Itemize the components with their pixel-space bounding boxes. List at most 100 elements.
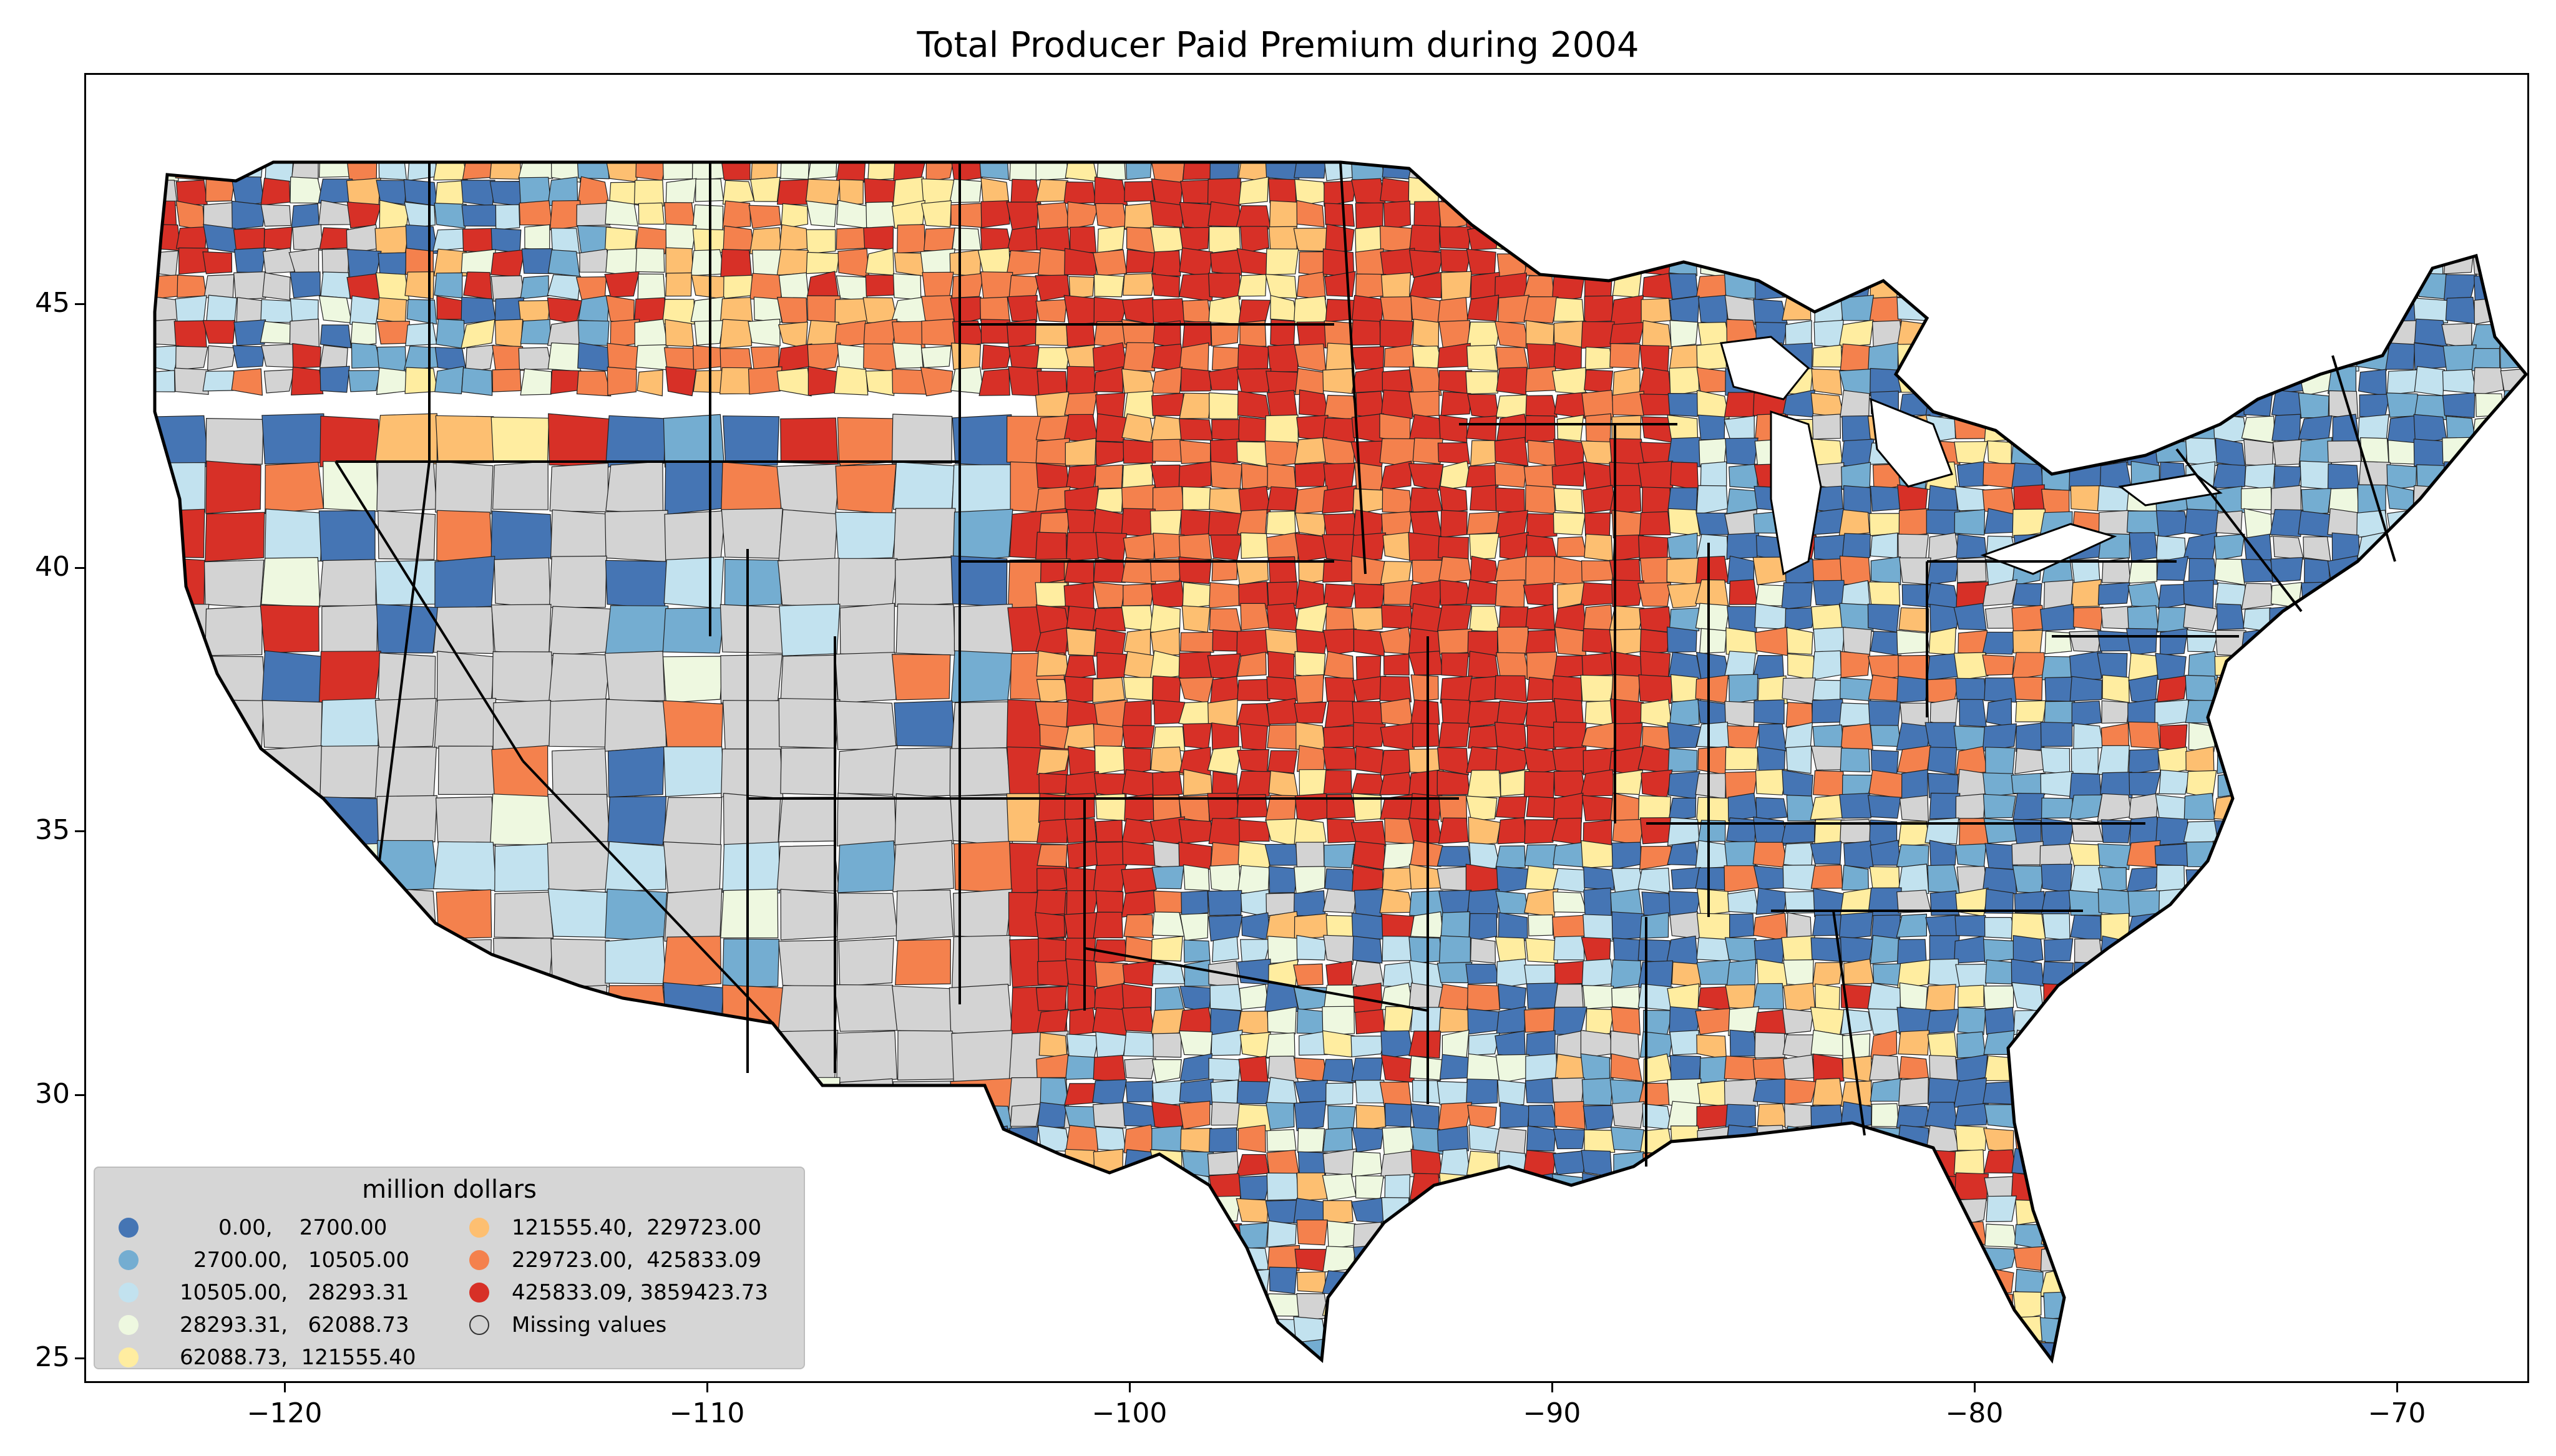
county-polygon [2014,748,2046,775]
y-tick-mark-30 [75,1094,84,1096]
county-polygon [2126,1222,2158,1248]
county-polygon [1096,162,1126,180]
county-polygon [1124,203,1154,229]
county-polygon [864,1268,897,1298]
county-polygon [1410,1246,1444,1272]
county-polygon [1408,817,1443,844]
county-polygon [1898,508,1929,537]
county-polygon [2100,1314,2130,1344]
county-polygon [1211,722,1239,751]
county-polygon [609,182,639,206]
county-polygon [2187,891,2215,915]
county-polygon [203,938,266,988]
county-polygon [1982,342,2015,371]
county-polygon [260,299,295,323]
county-polygon [1295,512,1326,537]
county-polygon [1352,1338,1386,1360]
county-polygon [2445,792,2477,822]
county-polygon [1610,1221,1644,1247]
county-polygon [1526,983,1558,1009]
county-polygon [2127,1151,2162,1174]
county-polygon [1581,653,1614,677]
county-polygon [2154,1079,2190,1107]
county-polygon [1667,582,1702,609]
county-polygon [1037,1009,1069,1035]
county-polygon [1898,1077,1929,1106]
county-polygon [1954,441,1988,465]
county-polygon [318,162,349,178]
county-polygon [1468,1124,1500,1153]
county-polygon [1466,321,1501,349]
county-polygon [1236,1080,1271,1105]
county-polygon [2126,510,2161,536]
county-polygon [1724,701,1756,728]
county-polygon [2356,817,2390,846]
county-polygon [434,697,497,749]
county-polygon [952,227,982,251]
county-polygon [492,369,522,392]
county-polygon [978,1290,1013,1321]
county-polygon [2071,701,2102,727]
county-polygon [2041,1006,2072,1036]
county-polygon [1611,510,1644,538]
county-polygon [461,367,493,396]
county-polygon [2125,628,2157,656]
county-polygon [978,1174,1012,1203]
county-polygon [1268,226,1297,250]
county-polygon [1612,391,1644,416]
county-polygon [2216,1127,2244,1152]
county-polygon [2416,816,2447,845]
county-polygon [2041,863,2072,894]
county-polygon [2415,769,2448,798]
county-polygon [2214,1198,2246,1226]
county-polygon [2069,296,2103,323]
county-polygon [1239,319,1267,347]
y-tick-mark-40 [75,567,84,569]
county-polygon [1007,294,1038,323]
county-polygon [1958,984,1984,1008]
county-polygon [1839,1176,1873,1200]
county-polygon [953,1363,982,1381]
county-polygon [891,654,951,701]
county-polygon [1036,679,1071,704]
county-polygon [2442,1078,2475,1108]
county-polygon [690,249,726,276]
county-polygon [2300,460,2333,490]
county-polygon [549,462,609,513]
county-polygon [1066,890,1100,916]
county-polygon [2070,915,2102,941]
county-polygon [719,604,784,654]
county-polygon [1784,1220,1816,1248]
county-polygon [1296,271,1327,300]
county-polygon [1642,1009,1674,1036]
county-polygon [1468,842,1501,869]
county-polygon [1784,1079,1817,1105]
county-polygon [981,1198,1013,1224]
county-polygon [1871,915,1901,940]
county-polygon [836,1198,870,1223]
county-polygon [1267,750,1298,774]
county-polygon [2184,1340,2218,1360]
county-polygon [1955,299,1989,323]
county-polygon [1466,1266,1500,1296]
county-polygon [1814,247,1843,276]
county-polygon [405,1100,437,1132]
county-polygon [1551,1173,1587,1200]
county-polygon [1179,201,1214,230]
county-polygon [1124,1057,1156,1080]
county-polygon [2240,868,2271,894]
county-polygon [1611,226,1642,255]
county-polygon [2502,224,2526,253]
county-polygon [1325,298,1357,323]
county-polygon [2502,678,2526,704]
county-polygon [776,249,809,276]
county-polygon [2500,747,2526,774]
county-polygon [2187,366,2219,392]
county-polygon [2271,389,2305,419]
county-polygon [233,271,266,300]
county-polygon [2326,653,2361,681]
county-polygon [378,510,436,560]
county-polygon [1786,794,1816,822]
county-polygon [2472,676,2504,705]
county-polygon [1123,391,1155,419]
